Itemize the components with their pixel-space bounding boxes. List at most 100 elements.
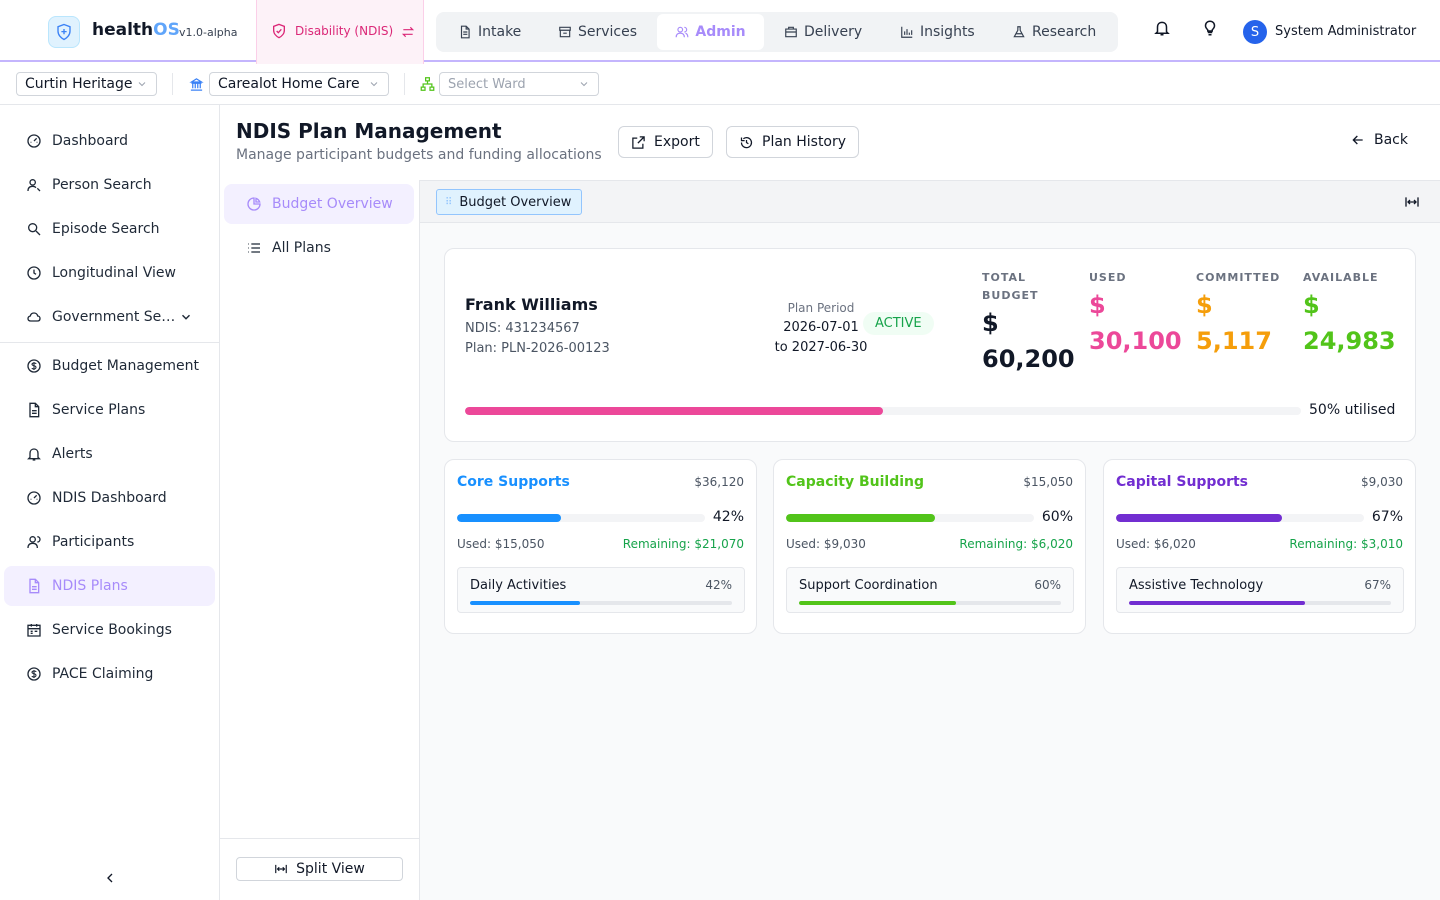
plan-period-start: 2026-07-01 [783,320,859,335]
category-progress-bar [1116,514,1364,522]
store-icon [559,26,571,38]
brand-name: healthOS [92,20,180,40]
utilisation-progress-bar [465,407,1301,415]
dollar-icon [27,359,41,373]
subcategory-progress-bar [1129,601,1391,605]
building-icon [189,77,204,92]
person-search-icon [27,179,41,192]
plan-period-end: to 2027-06-30 [774,340,868,355]
subnav-item-budget-overview[interactable]: Budget Overview [224,184,414,224]
users-icon [675,26,689,38]
drag-handle-icon[interactable]: ⠿ [445,196,452,208]
category-card-capital-supports[interactable]: Capital Supports $9,030 67% Used: $6,020… [1103,459,1416,634]
collapse-sidebar-chevron-left-icon[interactable] [102,870,118,886]
category-card-capacity-building[interactable]: Capacity Building $15,050 60% Used: $9,0… [773,459,1086,634]
split-view-button[interactable]: Split View [236,857,403,881]
brand-version: v1.0-alpha [179,26,238,39]
subcategory-progress-fill [1129,601,1305,605]
bar-chart-icon [901,26,913,38]
workspace-tab-bar: ⠿ Budget Overview [420,181,1440,223]
plan-period-label: Plan Period [787,301,855,315]
sidebar-item-government-services[interactable]: Government Services [4,297,215,337]
facility-select[interactable]: Carealot Home Care [209,72,389,96]
context-bar: Curtin Heritage Carealot Home Care Selec… [0,64,1440,105]
plan-history-button[interactable]: Plan History [726,126,860,158]
lightbulb-icon[interactable] [1201,18,1219,38]
sidebar-item-dashboard[interactable]: Dashboard [4,121,215,161]
search-icon [27,223,41,236]
stat-label: COMMITTED [1196,271,1281,284]
participant-summary-card: Frank Williams NDIS: 431234567 Plan: PLN… [444,248,1416,442]
participant-plan-number: Plan: PLN-2026-00123 [465,341,610,356]
subcategory-row[interactable]: Support Coordination 60% [786,567,1074,613]
export-button[interactable]: Export [618,126,713,158]
mode-switcher[interactable]: Disability (NDIS) [256,0,424,68]
category-used: Used: $9,030 [786,537,866,551]
category-remaining: Remaining: $6,020 [959,537,1073,551]
nav-tab-intake[interactable]: Intake [448,14,531,50]
sidebar-item-service-plans[interactable]: Service Plans [4,390,215,430]
participant-name[interactable]: Frank Williams [465,295,598,314]
sidebar-item-pace-claiming[interactable]: PACE Claiming [4,654,215,694]
sidebar-item-budget-management[interactable]: Budget Management [4,346,215,386]
nav-tab-insights[interactable]: Insights [890,14,985,50]
sidebar: Dashboard Person Search Episode Search L… [0,105,220,900]
sidebar-item-alerts[interactable]: Alerts [4,434,215,474]
module-nav: Intake Services Admin Delivery Insights … [436,12,1118,52]
history-icon [740,136,753,148]
stat-used: USED $ 30,100 [1089,269,1182,359]
workspace: ⠿ Budget Overview Frank Williams NDIS: 4… [420,180,1440,900]
subcategory-row[interactable]: Daily Activities 42% [457,567,745,613]
sidebar-item-episode-search[interactable]: Episode Search [4,209,215,249]
swap-icon [402,26,415,38]
subcategory-percent: 60% [1034,578,1061,592]
page-title: NDIS Plan Management [236,119,502,143]
participant-ndis-number: NDIS: 431234567 [465,321,580,336]
category-progress-bar [457,514,705,522]
nav-tab-services[interactable]: Services [548,14,647,50]
subnav-item-all-plans[interactable]: All Plans [224,228,414,268]
briefcase-icon [785,26,797,38]
stat-label: TOTAL BUDGET [982,271,1039,302]
category-title: Capital Supports [1116,474,1248,490]
bell-icon [27,448,41,461]
category-progress-bar [786,514,1034,522]
divider [172,73,173,95]
stat-value: $ 30,100 [1089,291,1182,355]
nav-tab-delivery[interactable]: Delivery [774,14,872,50]
split-view-icon[interactable] [1404,194,1420,210]
subcategory-progress-bar [470,601,732,605]
healthos-logo-icon[interactable] [48,16,80,48]
category-amount: $15,050 [1023,475,1073,489]
category-progress-fill [786,514,935,522]
category-amount: $9,030 [1361,475,1403,489]
workspace-tab-budget-overview[interactable]: ⠿ Budget Overview [436,189,583,215]
sidebar-item-ndis-plans[interactable]: NDIS Plans [4,566,215,606]
nav-tab-admin[interactable]: Admin [657,14,764,50]
sidebar-item-longitudinal-view[interactable]: Longitudinal View [4,253,215,293]
user-avatar[interactable]: S [1243,20,1267,44]
category-card-core-supports[interactable]: Core Supports $36,120 42% Used: $15,050 … [444,459,757,634]
ward-select[interactable]: Select Ward [439,72,599,96]
subcategory-row[interactable]: Assistive Technology 67% [1116,567,1404,613]
user-name[interactable]: System Administrator [1275,24,1417,39]
arrow-left-icon [1352,135,1363,145]
gauge-icon [27,491,41,505]
notifications-bell-icon[interactable] [1153,18,1171,38]
category-title: Capacity Building [786,474,925,490]
back-button[interactable]: Back [1350,132,1408,148]
mode-label: Disability (NDIS) [295,24,394,38]
category-percent: 67% [1371,509,1403,525]
flask-icon [1013,26,1025,38]
subcategory-progress-fill [799,601,957,605]
sidebar-item-person-search[interactable]: Person Search [4,165,215,205]
nav-tab-research[interactable]: Research [1002,14,1106,50]
sidebar-item-participants[interactable]: Participants [4,522,215,562]
stat-value: $ 24,983 [1303,291,1396,355]
file-icon [29,578,40,594]
stat-label: AVAILABLE [1303,271,1379,284]
sidebar-item-ndis-dashboard[interactable]: NDIS Dashboard [4,478,215,518]
organisation-select[interactable]: Curtin Heritage [16,72,157,96]
sidebar-item-service-bookings[interactable]: Service Bookings [4,610,215,650]
category-used: Used: $15,050 [457,537,545,551]
